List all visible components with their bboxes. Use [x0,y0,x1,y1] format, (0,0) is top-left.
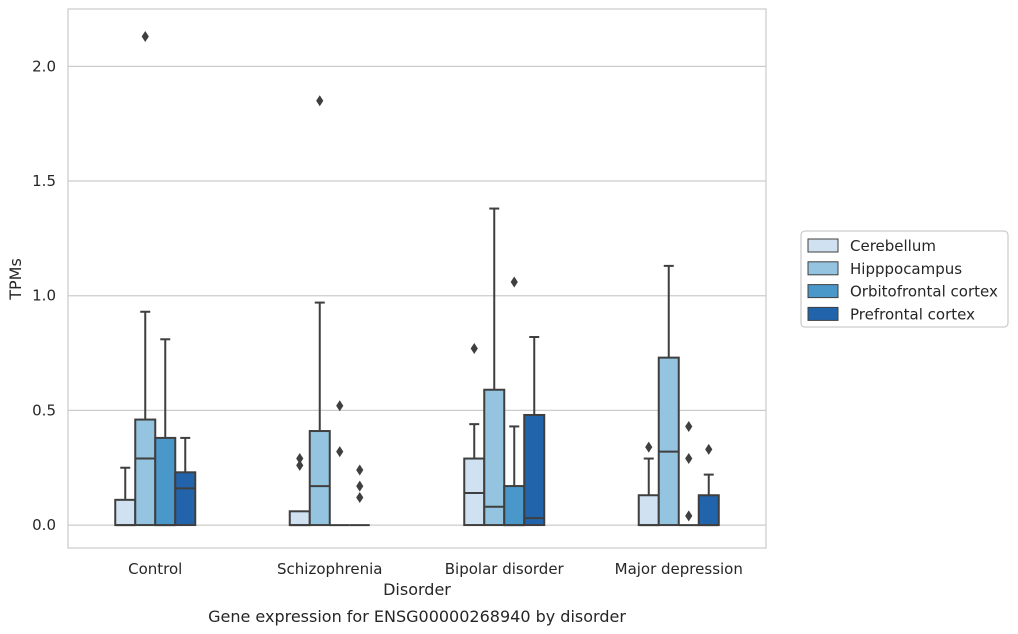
box [697,494,720,527]
box-group [114,31,197,527]
box [637,494,660,527]
legend-label: Cerebellum [850,237,936,255]
box [463,457,486,527]
x-axis-label: Disorder [383,580,451,599]
box [174,471,197,527]
box [523,413,546,527]
outlier-point [685,453,693,465]
x-tick-label: Major depression [615,560,743,578]
chart-caption: Gene expression for ENSG00000268940 by d… [208,607,626,626]
outlier-point [356,492,364,504]
outlier-point [316,95,324,107]
legend-swatch [807,284,839,299]
y-tick-label: 2.0 [32,57,56,75]
y-axis-label: TPMs [6,258,25,301]
x-tick-label: Control [128,560,182,578]
box [657,356,680,527]
legend-swatch [807,261,839,276]
outlier-point [470,342,478,354]
outlier-point [336,400,344,412]
outlier-point [296,453,304,465]
box-groups [114,31,720,527]
legend-item: Hipppocampus [807,260,962,278]
legend-label: Prefrontal cortex [850,305,975,323]
legend-item: Orbitofrontal cortex [807,283,998,301]
outlier-point [685,420,693,432]
legend-frame [800,230,1009,328]
y-tick-label: 1.5 [32,172,56,190]
y-tick-label: 0.0 [32,516,56,534]
box-group [288,95,370,527]
legend-item: Prefrontal cortex [807,305,975,323]
outlier-point [510,276,518,288]
y-axis-ticks: 0.0 0.5 1.0 1.5 2.0 [32,57,56,534]
legend: Cerebellum Hipppocampus Orbitofrontal cort… [800,230,1009,328]
box [288,510,311,527]
outlier-point [336,446,344,458]
legend-item: Cerebellum [807,237,936,255]
box [114,498,137,527]
y-tick-label: 0.5 [32,401,56,419]
x-tick-label: Schizophrenia [277,560,382,578]
outlier-point [705,443,713,455]
legend-label: Hipppocampus [850,260,962,278]
box [483,388,506,527]
box-group [637,264,720,527]
outlier-point [356,464,364,476]
plot-frame [67,8,767,549]
box [308,430,331,527]
outlier-point [685,510,693,522]
legend-label: Orbitofrontal cortex [850,283,998,301]
y-tick-label: 1.0 [32,287,56,305]
box [154,436,177,527]
outlier-point [141,31,149,43]
box [134,418,157,527]
outlier-point [645,441,653,453]
outlier-point [356,480,364,492]
x-axis-ticks: Control Schizophrenia Bipolar disorder Majo… [128,560,743,578]
outlier-point [296,459,304,471]
box [503,485,526,527]
box-group [463,207,546,527]
x-tick-label: Bipolar disorder [445,560,565,578]
legend-swatch [807,238,839,253]
legend-swatch [807,306,839,321]
